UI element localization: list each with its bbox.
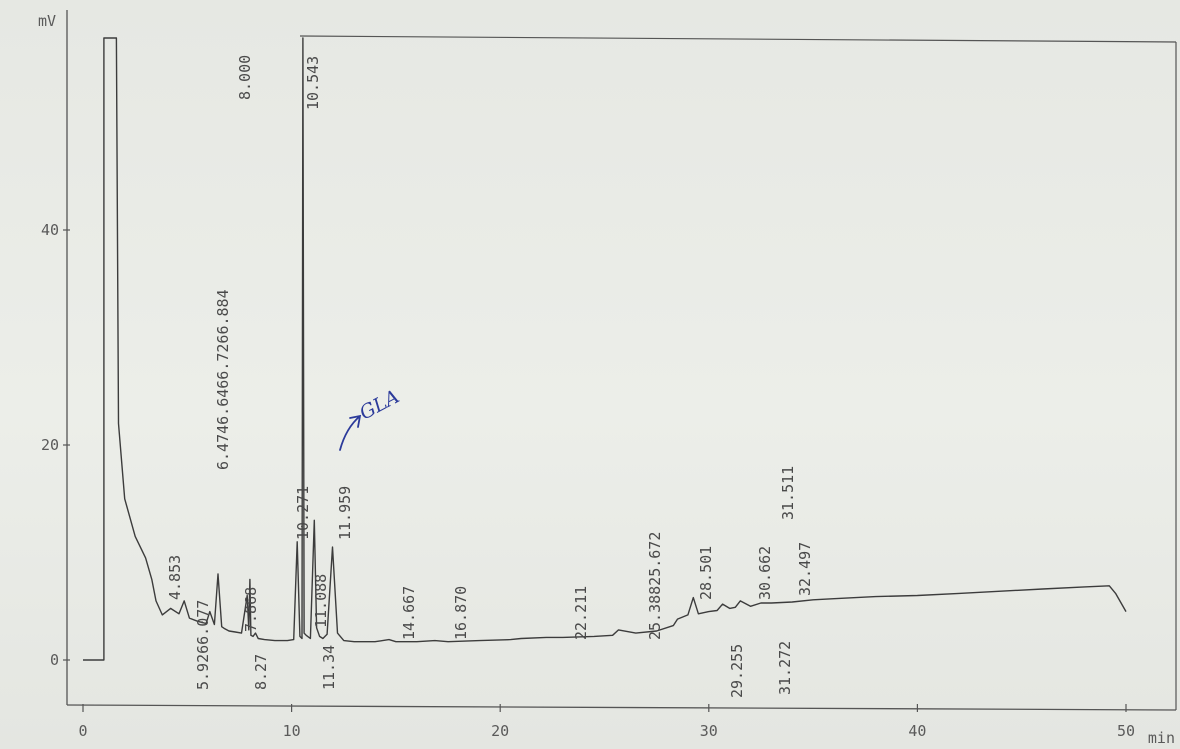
x-axis-label: min xyxy=(1148,729,1175,747)
peak-label: 8.000 xyxy=(236,55,254,100)
peak-label: 5.9266.077 xyxy=(194,600,212,690)
handwritten-annotation: GLA xyxy=(356,385,403,424)
x-tick-label: 0 xyxy=(78,722,87,740)
peak-label: 14.667 xyxy=(400,586,418,640)
peak-label: 7.868 xyxy=(242,587,260,632)
x-tick-label: 30 xyxy=(700,722,718,740)
y-tick-label: 40 xyxy=(41,221,59,239)
peak-label: 16.870 xyxy=(452,586,470,640)
peak-label: 25.38825.672 xyxy=(646,532,664,640)
x-axis xyxy=(66,704,1177,711)
x-tick-label: 10 xyxy=(283,722,301,740)
arrow-icon xyxy=(339,414,362,451)
x-tick-label: 50 xyxy=(1117,722,1135,740)
peak-label: 29.255 xyxy=(728,644,746,698)
y-axis-label: mV xyxy=(38,12,56,30)
peak-label: 32.497 xyxy=(796,542,814,596)
peak-label: 11.088 xyxy=(312,574,330,628)
top-border xyxy=(299,35,1177,43)
peak-label: 31.511 xyxy=(779,466,797,520)
peak-label: 31.272 xyxy=(776,641,794,695)
peak-label: 4.853 xyxy=(166,555,184,600)
peak-label: 28.501 xyxy=(697,546,715,600)
peak-label: 11.959 xyxy=(336,486,354,540)
peak-label: 10.543 xyxy=(304,56,322,110)
peak-label: 11.34 xyxy=(320,645,338,690)
peak-label: 10.271 xyxy=(294,486,312,540)
signal-trace xyxy=(83,37,1127,661)
x-tick-label: 40 xyxy=(908,722,926,740)
peak-label: 22.211 xyxy=(572,586,590,640)
peak-label: 30.662 xyxy=(756,546,774,600)
peak-label: 6.4746.6466.7266.884 xyxy=(214,289,232,470)
y-tick-label: 20 xyxy=(41,436,59,454)
x-tick-label: 20 xyxy=(491,722,509,740)
y-tick-label: 0 xyxy=(50,651,59,669)
peak-label: 8.27 xyxy=(252,654,270,690)
